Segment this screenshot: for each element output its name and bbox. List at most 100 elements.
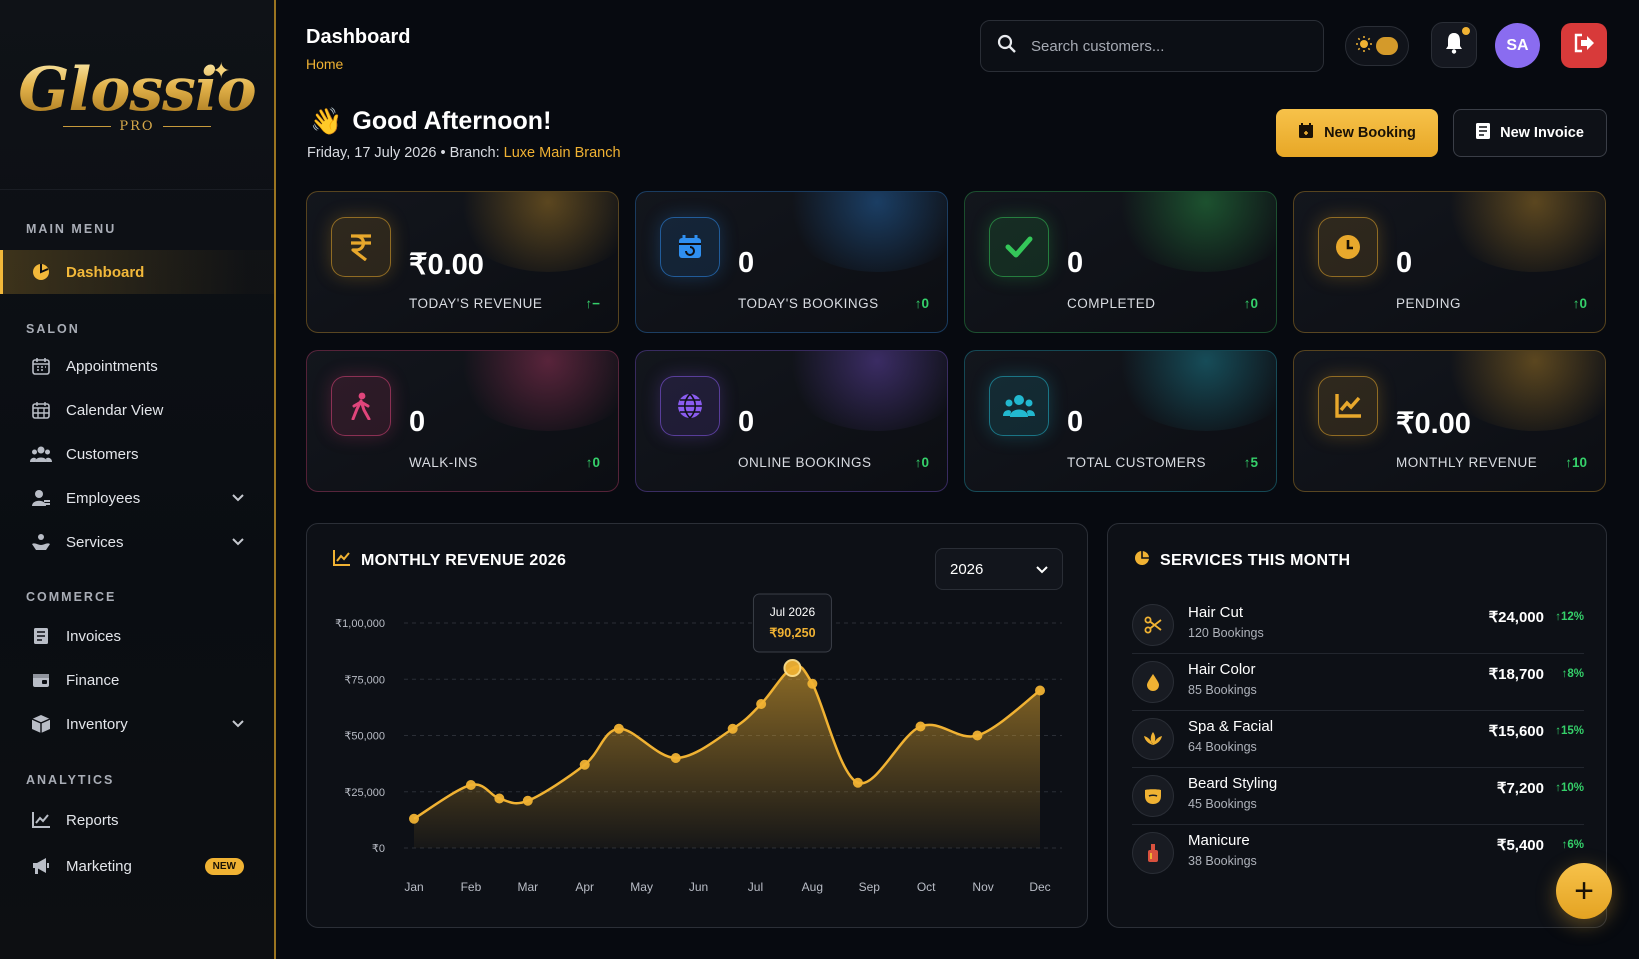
branch-name[interactable]: Luxe Main Branch <box>503 145 621 161</box>
sidebar-item-label: Marketing <box>66 857 132 875</box>
breadcrumb[interactable]: Home <box>306 56 344 72</box>
avatar[interactable]: SA <box>1495 23 1540 68</box>
stat-card[interactable]: ₹0.00 MONTHLY REVENUE ↑10 <box>1293 350 1606 492</box>
brand-logo[interactable]: Glossio PRO <box>0 0 274 190</box>
stat-trend: ↑0 <box>914 455 929 470</box>
year-select-value: 2026 <box>950 560 984 578</box>
stat-card[interactable]: 0 COMPLETED ↑0 <box>964 191 1277 333</box>
tooltip-title: Jul 2026 <box>770 605 816 619</box>
sidebar: Glossio PRO ✦ MAIN MENU Dashboard SALON … <box>0 0 276 959</box>
greeting-text: Good Afternoon! <box>352 107 552 135</box>
x-tick-label: Dec <box>1029 880 1050 894</box>
sidebar-item-inventory[interactable]: Inventory <box>0 702 274 746</box>
sidebar-item-label: Invoices <box>66 627 122 645</box>
users-icon <box>30 443 52 465</box>
page-title: Dashboard <box>306 26 411 48</box>
y-tick-label: ₹50,000 <box>344 731 385 743</box>
stat-trend: ↑0 <box>1572 296 1587 311</box>
toggle-knob <box>1376 37 1398 55</box>
monthly-revenue-panel: MONTHLY REVENUE 2026 2026 ₹0 ₹25,000 ₹50,0… <box>306 523 1088 928</box>
service-row[interactable]: Manicure 38 Bookings ₹5,400 ↑6% <box>1132 824 1584 882</box>
stat-card[interactable]: 0 TOTAL CUSTOMERS ↑5 <box>964 350 1277 492</box>
service-amount: ₹15,600 <box>1488 723 1544 740</box>
data-point <box>756 699 767 709</box>
stat-label: TOTAL CUSTOMERS <box>1067 455 1207 470</box>
sidebar-item-employees[interactable]: Employees <box>0 476 274 520</box>
services-panel: SERVICES THIS MONTH Hair Cut 120 Bookings… <box>1107 523 1607 928</box>
highlight-point <box>783 659 802 677</box>
chevron-down-icon[interactable] <box>232 535 244 549</box>
stat-label: PENDING <box>1396 296 1462 311</box>
chart-line-icon <box>333 550 351 571</box>
stat-value: 0 <box>1067 247 1084 279</box>
pie-chart-icon <box>1134 550 1150 571</box>
sidebar-item-calendar-view[interactable]: Calendar View <box>0 388 274 432</box>
stat-card[interactable]: ₹0.00 TODAY'S REVENUE ↑− <box>306 191 619 333</box>
search-input[interactable] <box>1031 37 1307 55</box>
service-growth: ↑10% <box>1555 782 1584 794</box>
nail-polish-icon <box>1132 832 1174 874</box>
data-point <box>670 753 681 763</box>
sidebar-item-appointments[interactable]: Appointments <box>0 344 274 388</box>
year-select[interactable]: 2026 <box>935 548 1063 590</box>
card-glow <box>448 351 618 431</box>
tooltip-value: ₹90,250 <box>769 626 815 640</box>
stat-card[interactable]: 0 ONLINE BOOKINGS ↑0 <box>635 350 948 492</box>
add-fab-button[interactable]: + <box>1556 863 1612 919</box>
x-tick-label: Apr <box>575 880 594 894</box>
service-growth: ↑12% <box>1555 611 1584 623</box>
clock-icon <box>1318 217 1378 277</box>
sidebar-item-label: Dashboard <box>66 263 145 281</box>
walking-icon <box>331 376 391 436</box>
beard-icon <box>1132 775 1174 817</box>
section-commerce: COMMERCE <box>26 590 117 604</box>
chevron-down-icon[interactable] <box>232 717 244 731</box>
stat-label: TODAY'S REVENUE <box>409 296 543 311</box>
revenue-title-text: MONTHLY REVENUE 2026 <box>361 551 567 569</box>
y-tick-label: ₹0 <box>372 843 385 855</box>
greeting-date: Friday, 17 July 2026 • Branch: <box>307 145 504 161</box>
sidebar-item-services[interactable]: Services <box>0 520 274 564</box>
data-point <box>613 723 624 734</box>
service-row[interactable]: Beard Styling 45 Bookings ₹7,200 ↑10% <box>1132 767 1584 825</box>
stat-trend: ↑0 <box>585 455 600 470</box>
service-row[interactable]: Hair Color 85 Bookings ₹18,700 ↑8% <box>1132 653 1584 711</box>
data-point <box>972 730 983 741</box>
notification-dot <box>1462 27 1470 35</box>
theme-toggle[interactable] <box>1345 26 1409 66</box>
service-row[interactable]: Spa & Facial 64 Bookings ₹15,600 ↑15% <box>1132 710 1584 768</box>
stat-card[interactable]: 0 PENDING ↑0 <box>1293 191 1606 333</box>
service-growth: ↑6% <box>1561 839 1584 851</box>
finance-icon <box>30 669 52 691</box>
data-point <box>807 678 818 689</box>
drop-icon <box>1132 661 1174 703</box>
service-name: Hair Color <box>1188 661 1256 678</box>
sidebar-item-customers[interactable]: Customers <box>0 432 274 476</box>
notifications-button[interactable] <box>1431 22 1477 68</box>
sidebar-item-dashboard[interactable]: Dashboard <box>0 250 274 294</box>
x-tick-label: Mar <box>517 880 538 894</box>
services-title-text: SERVICES THIS MONTH <box>1160 551 1351 569</box>
sidebar-item-marketing[interactable]: Marketing NEW <box>0 844 274 888</box>
service-row[interactable]: Hair Cut 120 Bookings ₹24,000 ↑12% <box>1132 596 1584 654</box>
service-name: Manicure <box>1188 832 1250 849</box>
chart-line-icon <box>1318 376 1378 436</box>
new-invoice-button[interactable]: New Invoice <box>1453 109 1607 157</box>
service-bookings: 120 Bookings <box>1188 626 1264 640</box>
sidebar-item-invoices[interactable]: Invoices <box>0 614 274 658</box>
logout-button[interactable] <box>1561 23 1607 68</box>
stat-card[interactable]: 0 TODAY'S BOOKINGS ↑0 <box>635 191 948 333</box>
data-point <box>915 721 926 732</box>
stat-card[interactable]: 0 WALK-INS ↑0 <box>306 350 619 492</box>
new-booking-button[interactable]: New Booking <box>1276 109 1438 157</box>
x-tick-label: Feb <box>461 880 482 894</box>
lotus-icon <box>1132 718 1174 760</box>
service-bookings: 38 Bookings <box>1188 854 1257 868</box>
scissors-icon <box>1132 604 1174 646</box>
chart-area <box>414 666 1040 848</box>
sidebar-item-reports[interactable]: Reports <box>0 798 274 842</box>
chevron-down-icon[interactable] <box>232 491 244 505</box>
x-tick-label: Nov <box>972 880 993 894</box>
sidebar-item-finance[interactable]: Finance <box>0 658 274 702</box>
new-booking-label: New Booking <box>1324 125 1416 141</box>
